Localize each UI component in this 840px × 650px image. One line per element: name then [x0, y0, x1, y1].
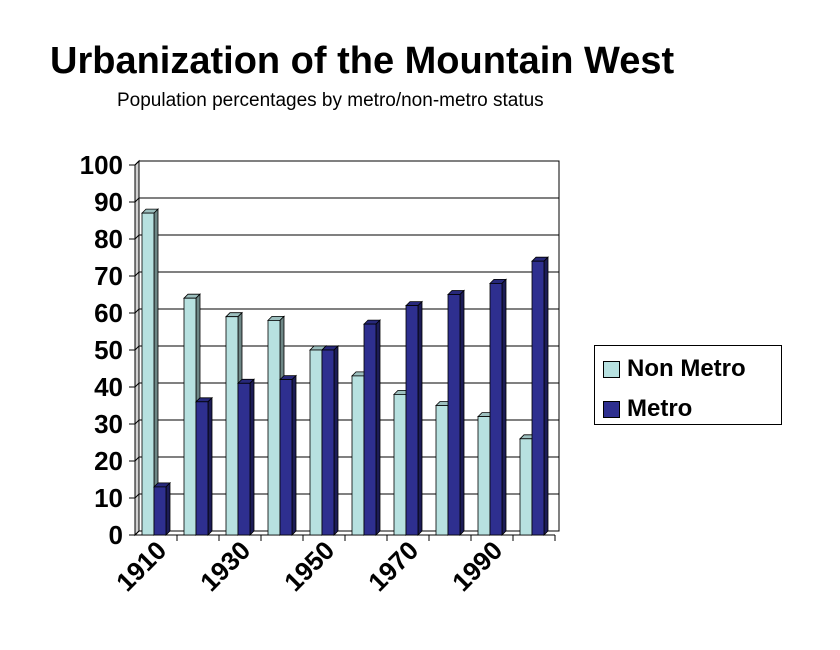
bar-metro-1940: [279, 379, 293, 536]
gridline-side-60: [134, 308, 140, 314]
y-tick-label-80: 80: [94, 224, 123, 254]
legend-label-non-metro: Non Metro: [627, 355, 746, 382]
legend-item-non-metro: Non Metro: [603, 354, 746, 384]
gridline-side-10: [134, 493, 140, 499]
x-tick-label-1950: 1950: [278, 535, 340, 597]
bar-metro-1960: [363, 323, 377, 536]
legend-swatch-non-metro: [603, 360, 620, 378]
bar-metro-1970: [405, 305, 419, 536]
bar-side-metro-1960: [375, 319, 381, 536]
bar-metro-1910: [153, 486, 167, 536]
gridline-side-70: [134, 271, 140, 277]
bar-side-metro-1990: [501, 278, 507, 536]
bar-non-metro-1970: [393, 393, 407, 536]
legend-item-metro: Metro: [603, 394, 692, 424]
bar-non-metro-1920: [183, 297, 197, 536]
bar-non-metro-1940: [267, 319, 281, 536]
x-tick-label-1990: 1990: [446, 535, 508, 597]
bar-non-metro-1930: [225, 316, 239, 536]
bar-side-metro-1940: [291, 374, 297, 536]
gridline-side-80: [134, 234, 140, 240]
y-tick-label-60: 60: [94, 298, 123, 328]
bar-side-metro-1980: [459, 289, 465, 536]
y-tick-label-20: 20: [94, 446, 123, 476]
y-tick-label-90: 90: [94, 187, 123, 217]
bar-side-metro-2000: [543, 256, 549, 536]
bar-metro-1990: [489, 282, 503, 536]
bar-non-metro-1980: [435, 405, 449, 536]
gridline-side-0: [134, 530, 140, 536]
x-tick-label-1930: 1930: [194, 535, 256, 597]
bar-side-metro-1930: [249, 378, 255, 536]
bar-non-metro-1950: [309, 349, 323, 536]
y-tick-label-70: 70: [94, 261, 123, 291]
bar-metro-1920: [195, 401, 209, 536]
bar-non-metro-1910: [141, 212, 155, 536]
bar-side-metro-1950: [333, 345, 339, 536]
bar-non-metro-1960: [351, 375, 365, 536]
bar-metro-1950: [321, 349, 335, 536]
y-tick-label-10: 10: [94, 483, 123, 513]
gridline-side-100: [134, 160, 140, 166]
x-tick-label-1970: 1970: [362, 535, 424, 597]
bar-side-metro-1920: [207, 396, 213, 536]
bar-side-metro-1910: [165, 481, 171, 536]
gridline-side-90: [134, 197, 140, 203]
legend-label-metro: Metro: [627, 395, 693, 422]
chart-title: Urbanization of the Mountain West: [50, 40, 675, 82]
bar-metro-2000: [531, 260, 545, 536]
bar-metro-1980: [447, 294, 461, 536]
gridline-side-50: [134, 345, 140, 351]
y-tick-label-30: 30: [94, 409, 123, 439]
legend: Non Metro Metro: [594, 345, 782, 425]
y-tick-label-50: 50: [94, 335, 123, 365]
y-tick-label-0: 0: [109, 520, 123, 550]
chart-subtitle: Population percentages by metro/non-metr…: [117, 90, 544, 111]
bar-metro-1930: [237, 382, 251, 536]
y-tick-label-40: 40: [94, 372, 123, 402]
bar-non-metro-1990: [477, 416, 491, 536]
gridline-side-30: [134, 419, 140, 425]
bar-non-metro-2000: [519, 438, 533, 536]
legend-swatch-metro: [603, 400, 620, 418]
bar-side-metro-1970: [417, 300, 423, 536]
gridline-side-20: [134, 456, 140, 462]
y-tick-label-100: 100: [80, 150, 123, 180]
gridline-side-40: [134, 382, 140, 388]
